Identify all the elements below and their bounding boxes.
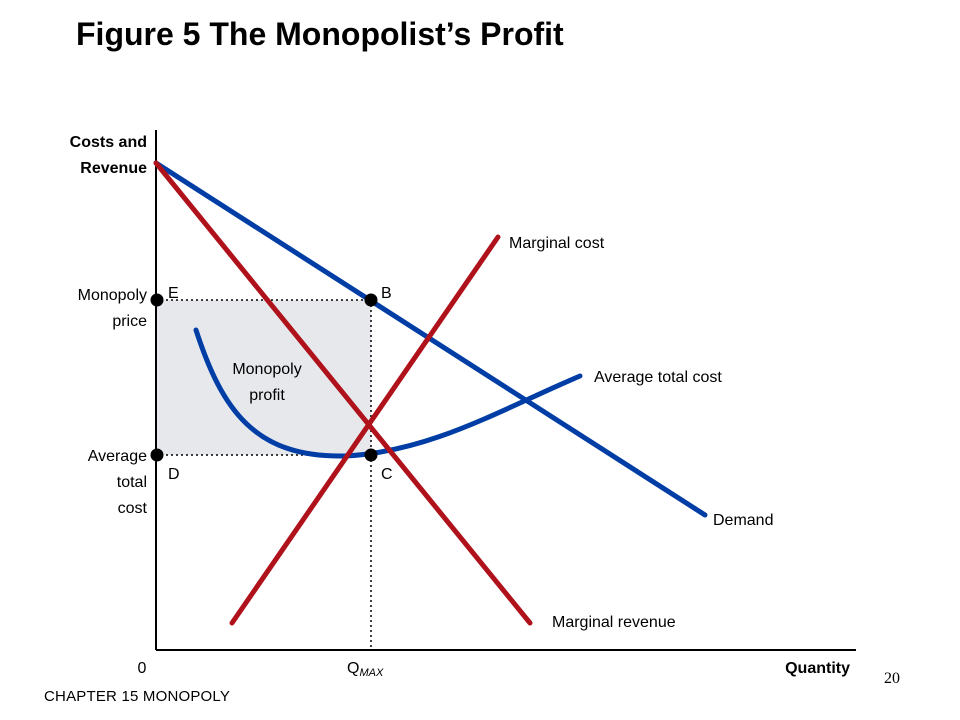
chapter-footer: CHAPTER 15 MONOPOLY: [44, 688, 231, 705]
monopoly-profit-region: [156, 300, 371, 455]
marginal-cost-curve: [229, 234, 501, 626]
average-total-cost-label: Average total cost: [594, 369, 722, 386]
monopoly-price-label-line2: price: [112, 313, 147, 330]
qmax-label-main: Q: [347, 660, 359, 677]
atc-level-label-line2: total: [117, 474, 147, 491]
point-c-label: C: [381, 466, 393, 483]
x-axis-label: Quantity: [785, 660, 850, 677]
monopoly-profit-label-line2: profit: [249, 387, 285, 404]
point-e-label: E: [168, 285, 179, 302]
y-axis-label-line1: Costs and: [70, 134, 147, 151]
point-d-label: D: [168, 466, 180, 483]
demand-label: Demand: [713, 512, 773, 529]
monopoly-price-label-line1: Monopoly: [78, 287, 147, 304]
atc-level-label-line3: cost: [118, 500, 148, 517]
y-axis-label-line2: Revenue: [80, 160, 147, 177]
point-b-label: B: [381, 285, 392, 302]
marginal-revenue-curve: [153, 160, 533, 626]
origin-label: 0: [138, 660, 147, 677]
marginal-cost-label: Marginal cost: [509, 235, 605, 252]
point-e-dot: [150, 293, 164, 307]
qmax-label-subscript: MAX: [359, 667, 384, 679]
point-c-dot: [364, 448, 378, 462]
atc-level-label-line1: Average: [88, 448, 147, 465]
point-b-dot: [364, 293, 378, 307]
monopoly-profit-label-line1: Monopoly: [232, 361, 301, 378]
page-number: 20: [884, 670, 900, 687]
point-d-dot: [150, 448, 164, 462]
page-title: Figure 5 The Monopolist’s Profit: [76, 16, 564, 52]
marginal-revenue-label: Marginal revenue: [552, 614, 676, 631]
qmax-label: QMAX: [347, 660, 384, 679]
